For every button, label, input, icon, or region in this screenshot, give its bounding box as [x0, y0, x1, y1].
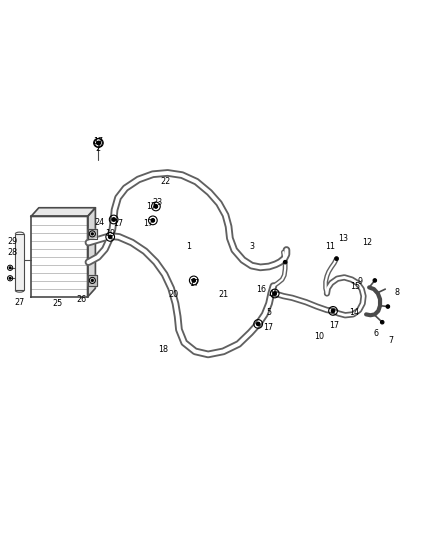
- Circle shape: [283, 261, 287, 264]
- Text: 17: 17: [143, 220, 154, 228]
- Text: 17: 17: [93, 137, 103, 146]
- Text: 23: 23: [152, 198, 162, 207]
- Text: 22: 22: [161, 177, 171, 186]
- Text: 13: 13: [338, 233, 348, 243]
- Text: 20: 20: [168, 290, 178, 300]
- Circle shape: [109, 236, 112, 238]
- Text: 18: 18: [158, 345, 168, 354]
- Text: 4: 4: [269, 290, 274, 300]
- Text: 6: 6: [373, 329, 378, 338]
- Circle shape: [332, 310, 334, 312]
- Circle shape: [97, 142, 99, 144]
- Text: 29: 29: [7, 237, 18, 246]
- Circle shape: [98, 142, 100, 144]
- Text: 10: 10: [314, 332, 324, 341]
- Circle shape: [331, 309, 335, 313]
- Circle shape: [112, 218, 116, 221]
- Text: 26: 26: [76, 295, 86, 304]
- Circle shape: [152, 219, 154, 222]
- Text: 21: 21: [218, 290, 228, 300]
- Text: 16: 16: [256, 285, 266, 294]
- Text: 5: 5: [266, 308, 272, 317]
- Text: 17: 17: [329, 321, 339, 330]
- Polygon shape: [31, 208, 95, 216]
- Circle shape: [373, 279, 377, 282]
- Circle shape: [109, 235, 112, 239]
- Text: 3: 3: [249, 243, 254, 252]
- Circle shape: [154, 205, 158, 208]
- Circle shape: [273, 292, 276, 295]
- Text: 8: 8: [395, 288, 400, 297]
- Circle shape: [273, 292, 276, 295]
- Text: 17: 17: [146, 202, 157, 211]
- Text: 14: 14: [349, 308, 359, 317]
- Circle shape: [192, 279, 195, 282]
- Polygon shape: [31, 216, 88, 297]
- Circle shape: [97, 141, 101, 144]
- Bar: [15, 234, 24, 290]
- Circle shape: [256, 322, 260, 326]
- Text: 17: 17: [113, 220, 123, 228]
- Text: 17: 17: [263, 323, 273, 332]
- Polygon shape: [88, 275, 97, 286]
- Text: 24: 24: [94, 219, 104, 228]
- Text: 25: 25: [52, 299, 62, 308]
- Circle shape: [92, 279, 93, 281]
- Circle shape: [92, 233, 93, 235]
- Circle shape: [257, 322, 259, 325]
- Circle shape: [192, 279, 195, 282]
- Text: 12: 12: [362, 238, 372, 247]
- Text: 17: 17: [189, 279, 199, 287]
- Text: 2: 2: [95, 144, 101, 154]
- Circle shape: [113, 218, 115, 221]
- Text: 7: 7: [389, 336, 393, 345]
- Text: 27: 27: [14, 298, 25, 306]
- Circle shape: [386, 305, 390, 308]
- Text: 9: 9: [358, 277, 363, 286]
- Text: 19: 19: [105, 229, 115, 238]
- Circle shape: [381, 320, 384, 324]
- Circle shape: [155, 205, 157, 208]
- Polygon shape: [88, 229, 97, 239]
- Text: 28: 28: [7, 248, 18, 257]
- Text: 15: 15: [350, 281, 360, 290]
- Circle shape: [9, 267, 11, 269]
- Text: 11: 11: [325, 243, 335, 252]
- Polygon shape: [88, 208, 95, 297]
- Circle shape: [335, 257, 338, 261]
- Text: 1: 1: [186, 243, 191, 252]
- Circle shape: [151, 219, 155, 222]
- Circle shape: [9, 277, 11, 279]
